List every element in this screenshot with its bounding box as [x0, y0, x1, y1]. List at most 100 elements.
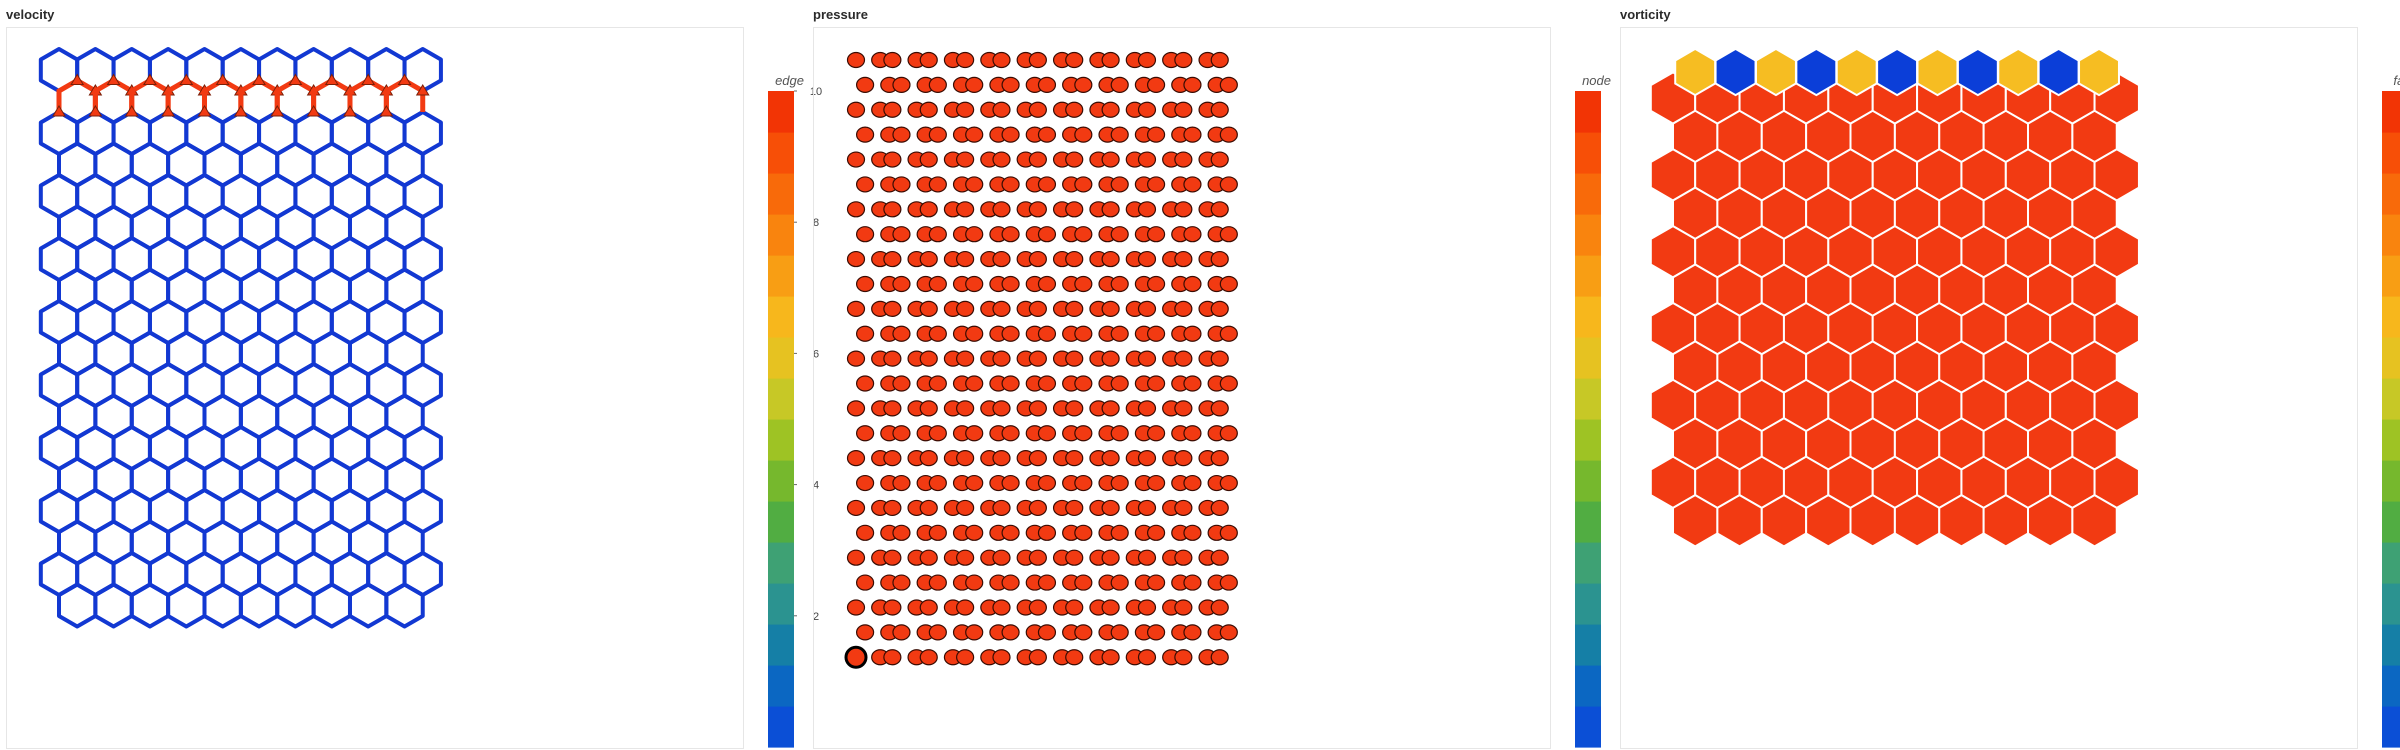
face-cell — [1674, 47, 1717, 97]
node-marker — [1028, 51, 1047, 69]
node-marker — [1174, 201, 1193, 218]
node-marker — [1101, 400, 1120, 417]
node-marker — [965, 226, 984, 243]
node-marker — [1110, 524, 1129, 541]
node-marker — [928, 425, 947, 442]
colorbar-segment — [1575, 337, 1601, 379]
node-marker — [1219, 275, 1238, 293]
node-marker — [1074, 76, 1093, 93]
node-marker — [992, 201, 1011, 218]
node-marker — [928, 474, 947, 492]
colorbar-segment — [768, 296, 794, 338]
face-cell — [1714, 47, 1757, 97]
node-marker — [1037, 375, 1057, 392]
node-marker — [846, 151, 866, 168]
edge-marker — [343, 105, 357, 117]
face-cell — [1835, 47, 1878, 97]
node-marker — [1174, 250, 1193, 268]
node-marker — [919, 450, 938, 467]
node-marker — [855, 126, 875, 143]
edge-marker — [415, 84, 430, 96]
hex-face-mesh — [1649, 71, 2140, 548]
selected-node-marker — [844, 645, 868, 669]
node-marker — [1028, 250, 1047, 268]
colorbar-segment — [2382, 460, 2400, 502]
node-marker — [1219, 624, 1238, 641]
face-cell — [1997, 47, 2040, 97]
colorbar-segment — [768, 542, 794, 584]
node-marker — [1037, 76, 1057, 93]
node-marker — [1074, 624, 1093, 641]
highlighted-edge — [165, 77, 207, 112]
edge-marker — [233, 105, 248, 117]
colorbar-segment — [2382, 419, 2400, 461]
node-marker — [1110, 375, 1129, 392]
edge-marker — [70, 73, 85, 85]
edge-marker — [161, 105, 176, 117]
node-marker — [928, 524, 947, 541]
node-marker — [1065, 101, 1084, 118]
node-marker — [1101, 201, 1120, 218]
colorbar-segment — [2382, 255, 2400, 297]
node-marker — [1037, 574, 1057, 591]
pressure-plot[interactable]: node — [813, 0, 1611, 750]
node-marker — [919, 549, 938, 566]
node-marker — [1210, 201, 1229, 218]
node-marker — [846, 101, 866, 118]
node-marker — [1174, 649, 1193, 666]
node-marker — [1219, 474, 1238, 492]
node-marker — [1101, 151, 1120, 168]
node-marker — [1137, 400, 1157, 417]
node-marker — [1001, 425, 1020, 442]
edge-cell — [166, 582, 207, 629]
velocity-plot[interactable]: edge 2 4 6 8 10 — [6, 0, 822, 750]
node-marker — [1137, 599, 1157, 616]
edge-cell — [202, 582, 243, 629]
colorbar-segment — [2382, 296, 2400, 338]
velocity-panel: velocity edge 2 4 6 8 10 — [6, 0, 822, 750]
node-marker — [1110, 226, 1129, 243]
edge-marker — [270, 105, 285, 117]
node-marker — [1183, 425, 1202, 442]
node-marker — [855, 574, 875, 591]
highlighted-edges — [52, 73, 430, 117]
node-marker — [1137, 300, 1157, 317]
node-marker — [1219, 574, 1238, 591]
node-marker — [1146, 325, 1166, 342]
node-marker — [919, 499, 938, 517]
colorbar-segment — [768, 665, 794, 707]
node-marker — [956, 649, 975, 666]
colorbar-segment — [2382, 665, 2400, 707]
node-marker — [846, 499, 866, 517]
face-cell — [1754, 47, 1797, 97]
node-marker — [992, 649, 1011, 666]
node-marker — [1146, 176, 1166, 193]
colorbar-segment — [1575, 542, 1601, 584]
colorbar-segment — [1575, 214, 1601, 256]
edge-cell — [57, 582, 98, 629]
colorbar-title: face — [2393, 73, 2400, 88]
node-marker — [1137, 649, 1157, 666]
vorticity-plot[interactable]: face0-5-10-15-20-25 — [1620, 0, 2400, 750]
node-marker — [883, 549, 902, 566]
colorbar-segment — [1575, 501, 1601, 543]
node-marker — [1028, 151, 1047, 168]
node-marker — [1137, 250, 1157, 268]
node-marker — [992, 450, 1011, 467]
node-marker — [1210, 250, 1229, 268]
edge-marker — [124, 105, 139, 117]
node-marker — [965, 76, 984, 93]
node-marker — [965, 425, 984, 442]
edge-marker — [324, 73, 339, 85]
node-marker — [928, 375, 947, 392]
node-marker — [965, 574, 984, 591]
node-marker — [1183, 574, 1202, 591]
colorbar-segment — [1575, 255, 1601, 297]
highlighted-edge — [383, 77, 426, 112]
node-marker — [1110, 425, 1129, 442]
node-marker — [1065, 250, 1084, 268]
panel-title: pressure — [813, 7, 868, 22]
node-marker — [846, 400, 866, 417]
node-marker — [855, 375, 875, 392]
node-marker — [1101, 250, 1120, 268]
